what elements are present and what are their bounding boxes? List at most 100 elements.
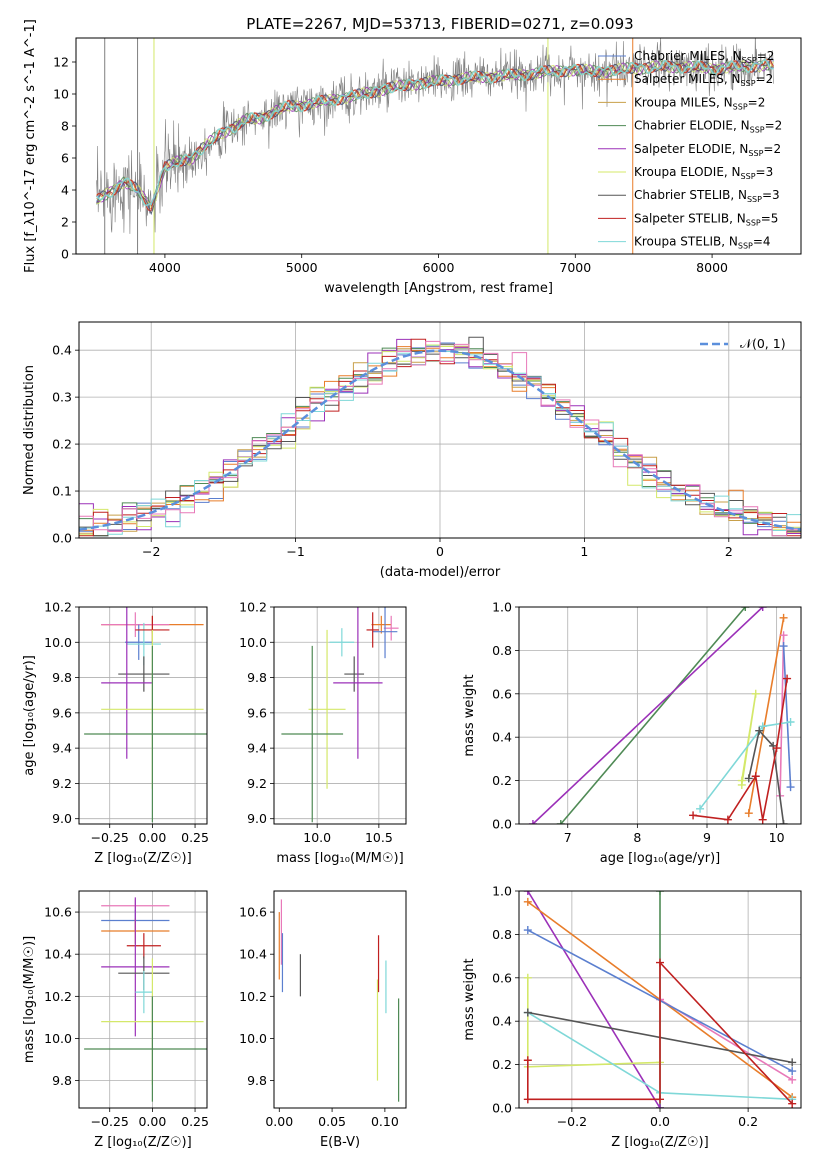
- weight-marker: [656, 1104, 664, 1108]
- weight-marker: [779, 642, 788, 651]
- plot-area-z_mass: [84, 897, 207, 1102]
- x-tick-label: −0.25: [91, 1114, 129, 1129]
- x-axis-label: Z [log₁₀(Z/Z☉)]: [94, 1135, 191, 1150]
- x-tick-label: 4000: [149, 260, 181, 275]
- x-tick-label: 0.00: [265, 1114, 293, 1129]
- y-tick-label: 0.2: [492, 1057, 512, 1072]
- normal-curve: [79, 349, 801, 532]
- axes-age_weight: 7 8 9 10 0.0 0.2 0.4 0.6 0.8 1.0 age [log₁₀(age/yr…: [462, 600, 802, 866]
- y-tick-label: 0.4: [52, 343, 72, 358]
- weight-marker: [523, 1095, 532, 1104]
- x-tick-label: 0.00: [138, 830, 166, 845]
- y-tick-label: 9.6: [247, 705, 267, 720]
- weight-marker: [788, 1067, 797, 1076]
- weight-line: [748, 729, 785, 824]
- legend-subscript: SSP: [748, 149, 763, 158]
- legend-value: =3: [756, 165, 774, 179]
- errorbar-point: [101, 897, 170, 1037]
- y-axis-label: mass weight: [462, 674, 477, 756]
- weight-line: [692, 678, 788, 821]
- y-tick-label: 9.6: [52, 705, 72, 720]
- axes-z_age: −0.25 0.00 0.25 9.0 9.2 9.4 9.6 9.8 10.0 10.2 Z [l…: [22, 600, 209, 867]
- weight-marker: [758, 722, 767, 731]
- residual-legend: 𝒩(0, 1): [700, 336, 786, 351]
- weight-marker: [523, 973, 532, 982]
- legend-value: =5: [761, 211, 779, 225]
- legend-value: =2: [765, 119, 783, 133]
- y-tick-label: 9.4: [247, 741, 267, 756]
- y-tick-label: 10.0: [44, 635, 72, 650]
- x-axis-label: Z [log₁₀(Z/Z☉)]: [611, 1135, 708, 1150]
- y-axis-label: age [log₁₀(age/yr)]: [22, 655, 37, 776]
- y-tick-label: 9.2: [247, 776, 267, 791]
- y-tick-label: 0.3: [52, 390, 72, 405]
- y-tick-label: 9.4: [52, 741, 72, 756]
- errorbar-point: [281, 645, 344, 823]
- legend-label: Kroupa ELODIE, NSSP=3: [634, 165, 773, 181]
- x-tick-label: 0.0: [650, 1114, 670, 1129]
- legend-value: =2: [756, 72, 774, 86]
- weight-line: [527, 891, 661, 1108]
- errorbar-point: [371, 615, 392, 634]
- weight-marker: [523, 926, 532, 935]
- legend-subscript: SSP: [741, 79, 756, 88]
- plot-area-age_weight: [528, 607, 795, 824]
- axes-frame-age_weight: [518, 606, 802, 825]
- axes-frame-mass_age: [273, 606, 407, 825]
- y-axis-label: Normed distribution: [22, 365, 37, 495]
- legend-subscript: SSP: [747, 195, 762, 204]
- x-tick-label: 0.2: [738, 1114, 758, 1129]
- plot-area-residuals: [79, 336, 801, 537]
- x-tick-label: −2: [142, 544, 160, 559]
- x-tick-label: 10.0: [303, 830, 331, 845]
- x-tick-label: −1: [286, 544, 304, 559]
- y-tick-label: 10.2: [239, 989, 267, 1004]
- weight-line: [560, 607, 746, 824]
- legend-subscript: SSP: [738, 242, 753, 251]
- weight-marker: [788, 1075, 797, 1084]
- y-tick-label: 10.6: [239, 905, 267, 920]
- legend-label: Salpeter MILES, NSSP=2: [634, 72, 773, 88]
- weight-marker: [779, 820, 788, 824]
- weight-line: [532, 607, 764, 824]
- errorbar-point: [135, 971, 153, 1014]
- weight-marker: [751, 772, 760, 781]
- weight-marker: [696, 804, 705, 813]
- plots-container: 4000 5000 6000 7000 8000024681012wavelength …: [22, 19, 802, 1150]
- axes-mass_age: 10.0 10.5 9.0 9.2 9.4 9.6 9.8 10.0 10.2 mass [log…: [239, 600, 407, 866]
- y-tick-label: 9.8: [52, 670, 72, 685]
- weight-marker: [744, 809, 753, 818]
- y-tick-label: 6: [61, 151, 69, 166]
- legend-subscript: SSP: [746, 218, 761, 227]
- y-axis-label: mass [log₁₀(M/M☉)]: [22, 936, 37, 1063]
- axes-frame-spectrum: [75, 37, 802, 255]
- weight-marker: [656, 891, 664, 895]
- x-axis-label: wavelength [Angstrom, rest frame]: [324, 281, 553, 296]
- y-tick-label: 4: [61, 183, 69, 198]
- axes-frame-ebv_mass: [273, 890, 407, 1109]
- y-tick-label: 0.0: [52, 531, 72, 546]
- weight-marker: [523, 1056, 532, 1065]
- x-tick-label: 2: [725, 544, 733, 559]
- errorbar-point: [366, 612, 379, 648]
- legend-subscript: SSP: [742, 56, 757, 65]
- x-tick-label: 0: [436, 544, 444, 559]
- axes-residuals: −2 −1 0 1 2 0.0 0.1 0.2 0.3 0.4 (data-model)/error…: [22, 321, 802, 580]
- weight-marker: [741, 607, 750, 611]
- weight-marker: [786, 718, 795, 727]
- weight-marker: [689, 811, 698, 820]
- weight-marker: [656, 1095, 664, 1104]
- y-tick-label: 10.2: [239, 600, 267, 615]
- legend-subscript: SSP: [733, 102, 748, 111]
- legend-value: =2: [757, 49, 775, 63]
- spectrum-title: PLATE=2267, MJD=53713, FIBERID=0271, z=0…: [246, 15, 633, 33]
- weight-marker: [523, 897, 532, 906]
- x-axis-label: E(B-V): [320, 1135, 360, 1150]
- legend-value: =3: [762, 188, 780, 202]
- weight-marker: [772, 744, 781, 753]
- grid-z_mass: [79, 891, 207, 1108]
- plot-area-mass_age: [281, 607, 399, 823]
- legend-value: =2: [763, 142, 781, 156]
- model-fit-line: [95, 58, 775, 207]
- x-tick-label: −0.2: [557, 1114, 587, 1129]
